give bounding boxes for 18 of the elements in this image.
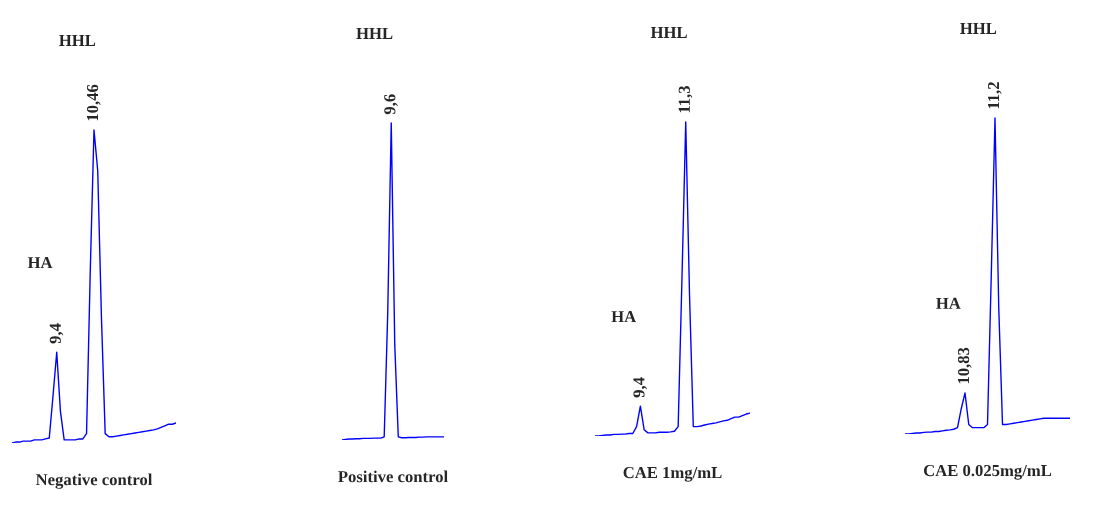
text: HHL — [650, 26, 687, 38]
text: 9,6 — [384, 94, 398, 115]
text: HHL — [59, 34, 96, 46]
x-axis-title: Positive control — [338, 470, 448, 483]
x-axis-title: Negative control — [35, 473, 153, 489]
x-axis-title: CAE 1mg/mL — [623, 466, 722, 482]
text: HHL — [960, 22, 997, 34]
annotation: HA — [611, 311, 637, 323]
x-axis-title: CAE 0.025mg/mL — [923, 464, 1052, 480]
annotation: 10,83 — [957, 347, 972, 384]
annotation: HA — [27, 257, 53, 269]
text: 10,46 — [86, 84, 101, 121]
annotation: 9,4 — [49, 323, 64, 344]
annotation: 9,4 — [633, 377, 647, 398]
text: 11,3 — [678, 85, 693, 113]
text: HHL — [356, 27, 393, 39]
text: 11,2 — [987, 82, 1002, 109]
annotation: HA — [936, 297, 961, 309]
